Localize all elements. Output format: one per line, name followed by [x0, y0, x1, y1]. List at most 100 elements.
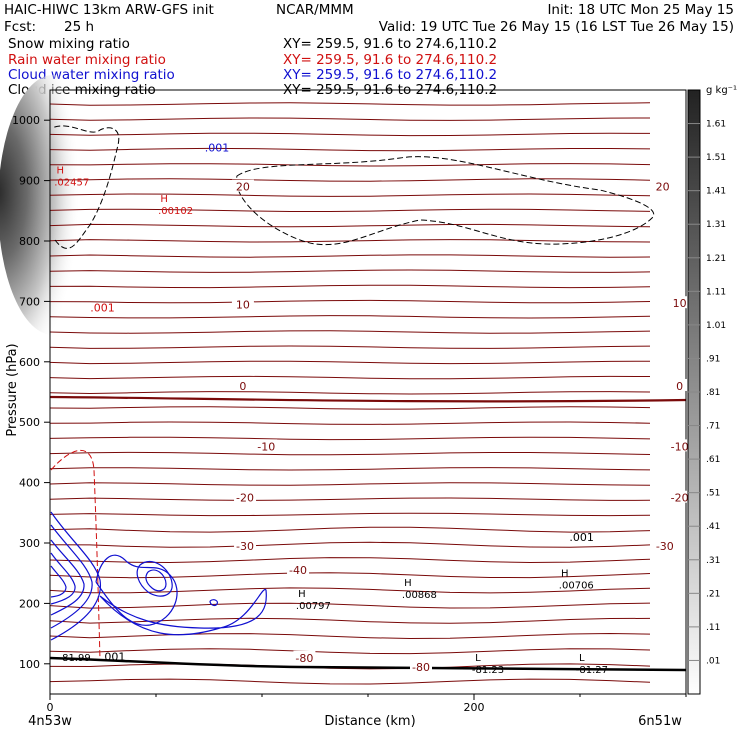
y-axis-title: Pressure (hPa) [5, 343, 20, 436]
temperature-label-bg [255, 439, 278, 452]
extremum-marker: H [561, 568, 569, 579]
colorbar-label: .11 [706, 623, 720, 633]
y-tick-label: 300 [19, 537, 40, 550]
temperature-contour-line [49, 497, 651, 501]
temperature-contour-line [49, 421, 651, 425]
x-tick-label: 200 [464, 701, 485, 714]
rain-water-contour [50, 450, 101, 661]
temperature-contour-label: -20 [236, 492, 254, 505]
temperature-contour-line [49, 147, 651, 152]
extremum-value: -81.27 [576, 665, 608, 676]
temperature-contour-line [49, 254, 651, 258]
temperature-label-bg [231, 297, 254, 310]
surface-line [49, 656, 687, 672]
cloud-water-contour [50, 552, 76, 605]
temperature-contours [49, 102, 687, 685]
cloud-ice-contour [235, 156, 655, 246]
temperature-label-bg [234, 490, 257, 503]
colorbar-label: 1.01 [706, 321, 726, 331]
temperature-contour-line [49, 678, 651, 685]
forecast-label: Fcst: [4, 19, 37, 35]
temperature-contour-label: -10 [257, 440, 275, 453]
temperature-contour-label: 10 [673, 297, 687, 310]
extremum-marker: H [404, 578, 412, 589]
temperature-contour-label: -40 [289, 564, 307, 577]
temperature-contour-line [49, 315, 651, 319]
field-name-snow: Snow mixing ratio [8, 36, 130, 52]
temperature-label-bg [651, 179, 674, 192]
colorbar: 1.61 1.51 1.41 1.31 1.21 1.11 1.01 .91 .81 .71 .61… [687, 89, 726, 695]
y-tick-label: 500 [19, 416, 40, 429]
temperature-contour-label: 10 [236, 298, 250, 311]
cloud-water-contour [50, 524, 93, 629]
x-endpoint-left: 4n53w [28, 714, 72, 729]
extremum-marker: H [160, 194, 168, 205]
temperature-contour-label: 0 [676, 380, 683, 393]
colorbar-label: .71 [706, 422, 720, 432]
temperature-contour-line [49, 648, 651, 655]
mixing-ratio-contours [49, 125, 687, 672]
colorbar-label: .61 [706, 455, 720, 465]
temperature-contour-line [49, 132, 651, 137]
colorbar-label: 1.41 [706, 187, 726, 197]
x-axis-title: Distance (km) [324, 714, 415, 729]
temperature-contour-label: -10 [671, 440, 689, 453]
temperature-contour-line [49, 193, 651, 197]
temperature-contour-line [49, 299, 651, 304]
temperature-contour-line [49, 602, 651, 609]
extremum-marker: H [56, 166, 64, 177]
y-tick-label: 600 [19, 356, 40, 369]
cloud-water-contour [50, 565, 67, 598]
y-tick-label: 1000 [12, 114, 40, 127]
temperature-contour-line [49, 375, 651, 380]
extremum-value: .00102 [158, 206, 193, 217]
extremum-value: .02457 [54, 178, 89, 189]
temperature-contour-line [49, 526, 651, 533]
temperature-contour-line [49, 572, 651, 579]
field-xy-cloud-water: XY= 259.5, 91.6 to 274.6,110.2 [283, 67, 498, 83]
temperature-contour-line [49, 406, 651, 410]
org-label: NCAR/MMM [276, 2, 354, 18]
extremum-value: -81.23 [472, 665, 504, 676]
mixing-ratio-contour-label: .001 [205, 141, 230, 154]
init-time: Init: 18 UTC Mon 25 May 15 [547, 2, 734, 18]
extremum-value: .00706 [559, 580, 594, 591]
extremum-value: .00868 [402, 590, 437, 601]
temperature-contour-line [49, 178, 651, 182]
temperature-contour-line [49, 541, 651, 548]
colorbar-label: .21 [706, 589, 720, 599]
temperature-label-bg [668, 378, 691, 391]
temperature-contour-label: -30 [236, 540, 254, 553]
temperature-contour-line [49, 557, 651, 564]
y-tick-label: 100 [19, 658, 40, 671]
temperature-contour-line [49, 436, 651, 441]
y-tick-label: 900 [19, 175, 40, 188]
temperature-contour-line [49, 587, 651, 594]
cloud-water-contour [50, 539, 85, 616]
temperature-contour-line [49, 163, 651, 167]
field-xy-snow: XY= 259.5, 91.6 to 274.6,110.2 [283, 36, 498, 52]
temperature-contour-label: 0 [239, 380, 246, 393]
freezing-level-line [49, 395, 687, 403]
temperature-contour-line [49, 451, 651, 456]
temperature-contour-line [49, 330, 651, 334]
field-name-cloud-water: Cloud water mixing ratio [8, 67, 175, 83]
extremum-marker: H [298, 589, 306, 600]
colorbar-label: 1.31 [706, 220, 726, 230]
temperature-contour-label: -30 [656, 540, 674, 553]
temperature-contour-label: -80 [412, 661, 430, 674]
model-title: HAIC-HIWC 13km ARW-GFS init [4, 2, 214, 18]
temperature-contour-line [49, 391, 651, 395]
temperature-label-bg [668, 296, 691, 309]
temperature-contour-line [49, 482, 651, 486]
colorbar-label: 1.21 [706, 254, 726, 264]
temperature-contour-line [49, 223, 651, 228]
temperature-contour-label: 20 [656, 181, 670, 194]
temperature-contour-line [49, 632, 651, 640]
cloud-water-contour [50, 511, 101, 641]
colorbar-label: .31 [706, 556, 720, 566]
extremum-marker: L [579, 653, 585, 664]
